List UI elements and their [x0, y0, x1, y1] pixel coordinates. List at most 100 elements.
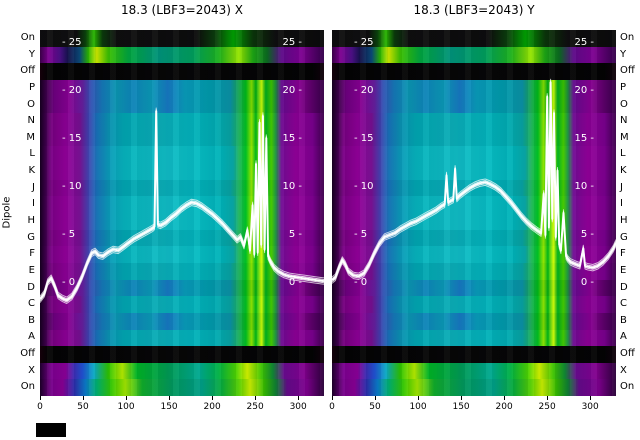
heatmap-row	[332, 262, 616, 280]
inner-scale-label: 10 -	[282, 181, 302, 192]
row-label: G	[620, 231, 628, 243]
heatmap-row	[332, 63, 616, 80]
heatmap-row	[332, 346, 616, 363]
row-label: Off	[620, 65, 635, 77]
x-tick	[169, 396, 171, 400]
heatmap-row	[332, 379, 616, 396]
row-label: M	[620, 131, 629, 143]
x-tick	[126, 396, 128, 400]
heatmap-row	[332, 46, 616, 64]
offset-box	[36, 423, 66, 437]
heatmap-panel-y: - 25 25 - - 20 20 - - 15 15 - - 10 10 - - 5 5 - - …	[332, 30, 616, 396]
row-label: N	[27, 115, 35, 127]
heatmap-row	[40, 96, 324, 114]
inner-scale-label: - 5	[354, 229, 368, 240]
heatmap-row	[332, 312, 616, 330]
row-label: J	[32, 181, 35, 193]
inner-scale-label: - 15	[62, 133, 82, 144]
x-tick	[40, 396, 41, 400]
inner-scale-label: - 20	[354, 85, 374, 96]
right-row-labels: On Y Off P O N M L K J I H G F E D C B A Off X On	[620, 30, 640, 396]
row-label: F	[29, 248, 35, 260]
x-tick-label: 0	[329, 402, 335, 412]
row-label: C	[620, 298, 627, 310]
row-label: D	[27, 281, 35, 293]
heatmap-row	[332, 296, 616, 313]
row-label: K	[620, 165, 627, 177]
row-label: D	[620, 281, 628, 293]
row-label: I	[620, 198, 623, 210]
x-tick	[547, 396, 549, 400]
row-label: B	[620, 314, 627, 326]
row-label: Off	[620, 348, 635, 360]
row-label: P	[620, 81, 627, 93]
x-tick	[298, 396, 300, 400]
x-tick	[375, 396, 377, 400]
row-label: G	[27, 231, 35, 243]
heatmap-rows	[40, 30, 324, 396]
white-trace	[332, 78, 616, 284]
inner-scale-label: 25 -	[574, 37, 594, 48]
heatmap-row	[40, 279, 324, 297]
row-label: B	[28, 314, 35, 326]
row-label: On	[20, 32, 35, 43]
inner-scale-label: 10 -	[574, 181, 594, 192]
inner-scale-label: 5 -	[288, 229, 302, 240]
inner-scale-label: 5 -	[580, 229, 594, 240]
heatmap-row	[332, 30, 616, 47]
row-label: Y	[28, 48, 35, 60]
x-tick-label: 300	[581, 402, 599, 412]
heatmap-row	[40, 30, 324, 47]
heatmap-row	[332, 79, 616, 97]
heatmap-row	[40, 329, 324, 347]
row-label: H	[620, 215, 628, 226]
inner-scale-label: - 25	[354, 37, 374, 48]
row-label: O	[27, 98, 35, 110]
inner-scale-label: - 20	[62, 85, 82, 96]
heatmap-row	[332, 279, 616, 297]
inner-scale-label: 15 -	[574, 133, 594, 144]
row-label: N	[620, 115, 628, 127]
row-label: L	[29, 148, 35, 160]
x-tick	[212, 396, 214, 400]
row-label: Y	[620, 48, 627, 60]
x-tick	[83, 396, 85, 400]
heatmap-row	[332, 113, 616, 130]
heatmap-row	[40, 379, 324, 396]
inner-scale-label: 25 -	[282, 37, 302, 48]
x-tick	[590, 396, 592, 400]
x-tick	[418, 396, 420, 400]
x-tick	[255, 396, 257, 400]
row-label: A	[28, 331, 35, 343]
row-label: E	[28, 264, 35, 276]
x-tick-label: 200	[495, 402, 513, 412]
heatmap-row	[332, 146, 616, 164]
row-label: A	[620, 331, 627, 343]
x-tick-label: 150	[160, 402, 178, 412]
row-label: E	[620, 264, 627, 276]
heatmap-row	[40, 129, 324, 147]
inner-scale-label: - 15	[354, 133, 374, 144]
row-label: X	[620, 364, 627, 376]
x-tick-label: 300	[289, 402, 307, 412]
x-tick-label: 250	[538, 402, 556, 412]
heatmap-rows	[332, 30, 616, 396]
row-label: On	[620, 381, 635, 393]
x-tick-label: 250	[246, 402, 264, 412]
left-row-labels: On Y Off P O N M L K J I H G F E D C B A Off X On	[0, 30, 35, 396]
white-trace	[40, 107, 324, 304]
heatmap-panel-x: - 25 25 - - 20 20 - - 15 15 - - 10 10 - - 5 5 - - …	[40, 30, 324, 396]
inner-scale-label: 20 -	[574, 85, 594, 96]
inner-scale-label: 20 -	[282, 85, 302, 96]
heatmap-row	[332, 96, 616, 114]
inner-scale-label: - 10	[62, 181, 82, 192]
x-tick-label: 50	[77, 402, 89, 412]
row-label: F	[620, 248, 626, 260]
x-tick-label: 50	[369, 402, 381, 412]
heatmap-row	[40, 79, 324, 97]
x-tick	[461, 396, 463, 400]
heatmap-row	[40, 179, 324, 197]
heatmap-row	[40, 312, 324, 330]
heatmap-row	[40, 163, 324, 180]
